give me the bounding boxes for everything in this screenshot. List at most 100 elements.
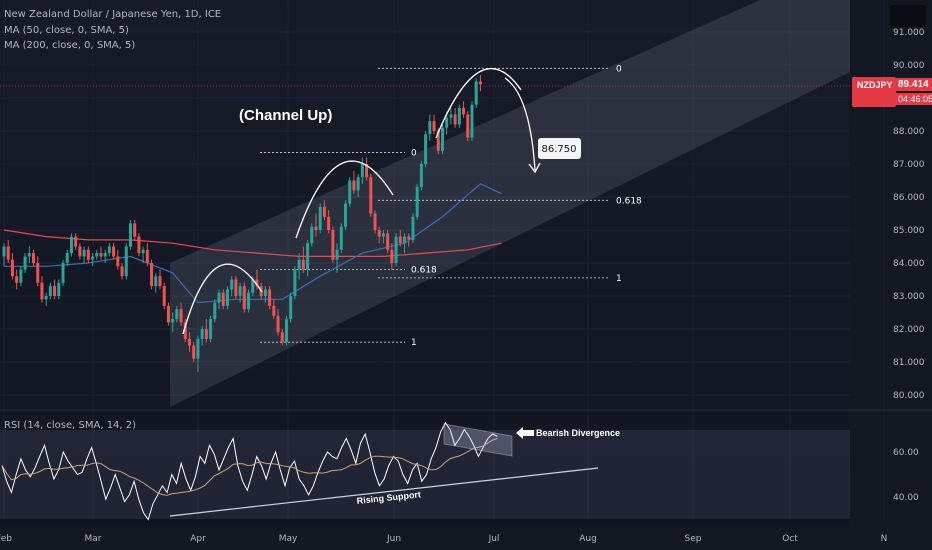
candle-body — [322, 206, 326, 217]
target-label: 86.750 — [542, 144, 577, 155]
candle-body — [99, 253, 103, 257]
chart-settings-box[interactable] — [890, 5, 926, 27]
price-tick-label: 86.000 — [893, 193, 925, 203]
candle-body — [107, 246, 111, 254]
candle — [335, 243, 339, 273]
candle-body — [327, 216, 331, 230]
candle-body — [428, 121, 432, 135]
candle — [352, 170, 356, 194]
candle-body — [284, 319, 288, 343]
candle — [158, 269, 162, 290]
candle — [411, 213, 415, 244]
candle-body — [128, 223, 132, 247]
candle — [289, 292, 293, 323]
candle — [322, 200, 326, 221]
candle-body — [221, 292, 225, 306]
candle — [453, 107, 457, 128]
symbol-title[interactable]: New Zealand Dollar / Japanese Yen, 1D, I… — [4, 9, 222, 20]
price-tag-symbol: NZDJPY — [857, 80, 893, 90]
candle-body — [356, 177, 360, 191]
candle — [369, 173, 373, 217]
bearish-divergence-label: Bearish Divergence — [536, 428, 620, 438]
ma200-line — [3, 229, 502, 257]
candle — [415, 183, 419, 221]
candle-body — [162, 286, 166, 306]
time-axis[interactable]: Feb Mar Apr May Jun Jul Aug Sep Oct N — [0, 534, 887, 544]
candle — [247, 289, 251, 313]
candle — [82, 246, 86, 263]
candle — [116, 249, 120, 270]
candle-body — [445, 117, 449, 128]
rsi-legend[interactable]: RSI (14, close, SMA, 14, 2) — [4, 420, 137, 431]
candle-body — [82, 249, 86, 257]
candle — [255, 269, 259, 290]
candle — [276, 309, 280, 336]
candle-body — [369, 177, 373, 214]
candle-body — [474, 81, 478, 105]
candle-body — [339, 226, 343, 250]
candle — [128, 220, 132, 250]
candle — [310, 223, 314, 247]
rsi-axis[interactable]: 60.00 40.00 — [893, 448, 919, 503]
candle-body — [69, 236, 73, 254]
time-tick-label: Sep — [685, 534, 702, 544]
time-tick-label: Jul — [488, 534, 500, 544]
candle-body — [103, 253, 107, 257]
candle — [61, 259, 65, 287]
candle — [242, 282, 246, 313]
candle-body — [95, 253, 99, 257]
candle-body — [386, 233, 390, 250]
candle-body — [36, 263, 40, 283]
ma50-legend[interactable]: MA (50, close, 0, SMA, 5) — [4, 25, 129, 36]
candle-body — [158, 276, 162, 287]
candle — [306, 239, 310, 277]
candle-body — [175, 309, 179, 320]
candle-body — [74, 236, 78, 247]
candle — [318, 203, 322, 234]
candle — [86, 246, 90, 263]
candle-body — [204, 329, 208, 339]
candle — [428, 114, 432, 141]
price-tick-label: 87.000 — [893, 160, 925, 170]
divergence-wedge — [443, 423, 513, 457]
candle — [466, 111, 470, 141]
candle — [234, 276, 238, 300]
candle-body — [32, 253, 36, 263]
rising-support-line — [169, 467, 599, 517]
candle-body — [352, 180, 356, 191]
candle — [373, 210, 377, 234]
candle — [200, 325, 204, 346]
time-tick-label: Feb — [0, 534, 12, 544]
candle-body — [411, 216, 415, 240]
candle — [133, 220, 137, 240]
candle — [162, 282, 166, 310]
candle — [348, 177, 352, 207]
candle — [175, 305, 179, 323]
candle-body — [343, 203, 347, 227]
candle — [183, 319, 187, 343]
candle — [137, 233, 141, 257]
candle-body — [2, 246, 6, 257]
candle — [91, 253, 95, 267]
candle-body — [390, 249, 394, 263]
candle — [141, 246, 145, 263]
candle — [424, 131, 428, 168]
candle-body — [289, 296, 293, 320]
arc-top-3 — [435, 68, 522, 139]
candle — [120, 263, 124, 280]
candle — [40, 276, 44, 303]
candle-body — [470, 104, 474, 138]
ma200-legend[interactable]: MA (200, close, 0, SMA, 5) — [4, 40, 136, 51]
candle-body — [234, 279, 238, 296]
candle-body — [272, 305, 276, 316]
candle — [230, 276, 234, 296]
candle — [462, 101, 466, 118]
candle — [36, 256, 40, 287]
candle-body — [247, 292, 251, 310]
candle-body — [196, 338, 200, 359]
price-tick-label: 82.000 — [893, 325, 925, 335]
candle — [225, 286, 229, 310]
candle-body — [145, 249, 149, 263]
candle — [145, 243, 149, 267]
